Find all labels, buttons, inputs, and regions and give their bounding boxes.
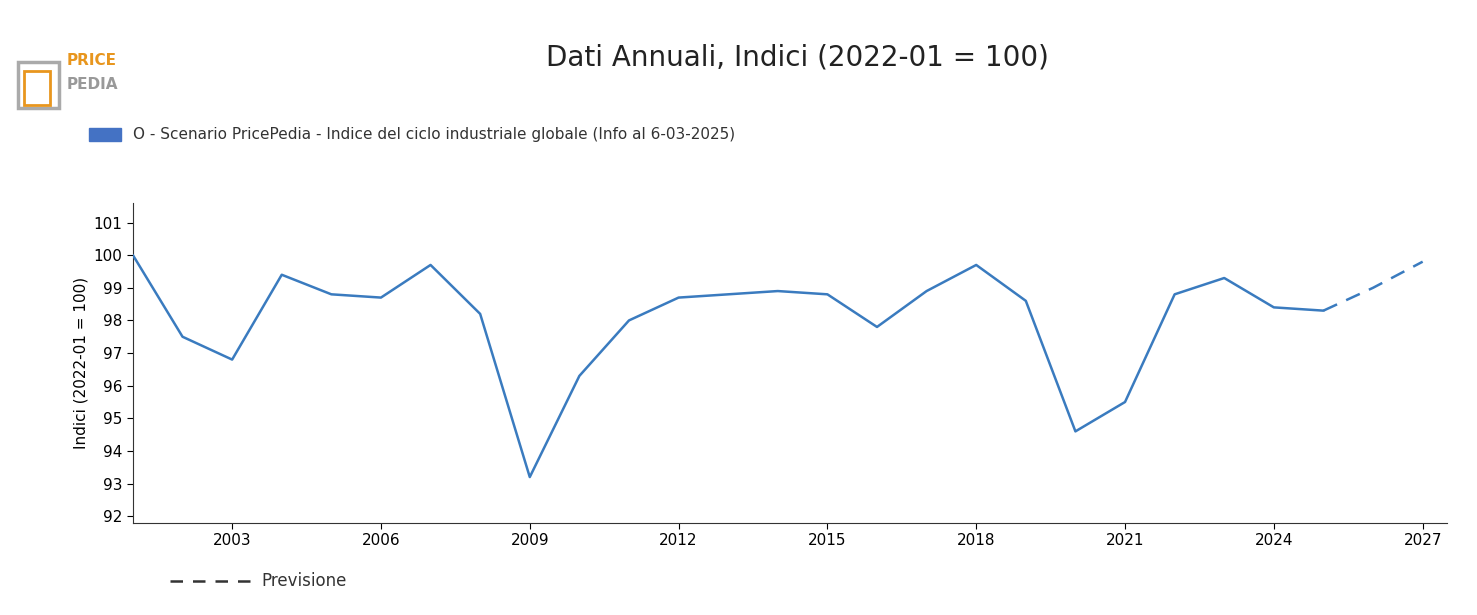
Text: Previsione: Previsione xyxy=(261,572,347,590)
Text: Dati Annuali, Indici (2022-01 = 100): Dati Annuali, Indici (2022-01 = 100) xyxy=(546,43,1049,71)
Text: PRICE: PRICE xyxy=(66,53,117,68)
Text: PEDIA: PEDIA xyxy=(66,77,118,92)
Text: O - Scenario PricePedia - Indice del ciclo industriale globale (Info al 6-03-202: O - Scenario PricePedia - Indice del cic… xyxy=(133,127,736,141)
Y-axis label: Indici (2022-01 = 100): Indici (2022-01 = 100) xyxy=(72,277,89,449)
